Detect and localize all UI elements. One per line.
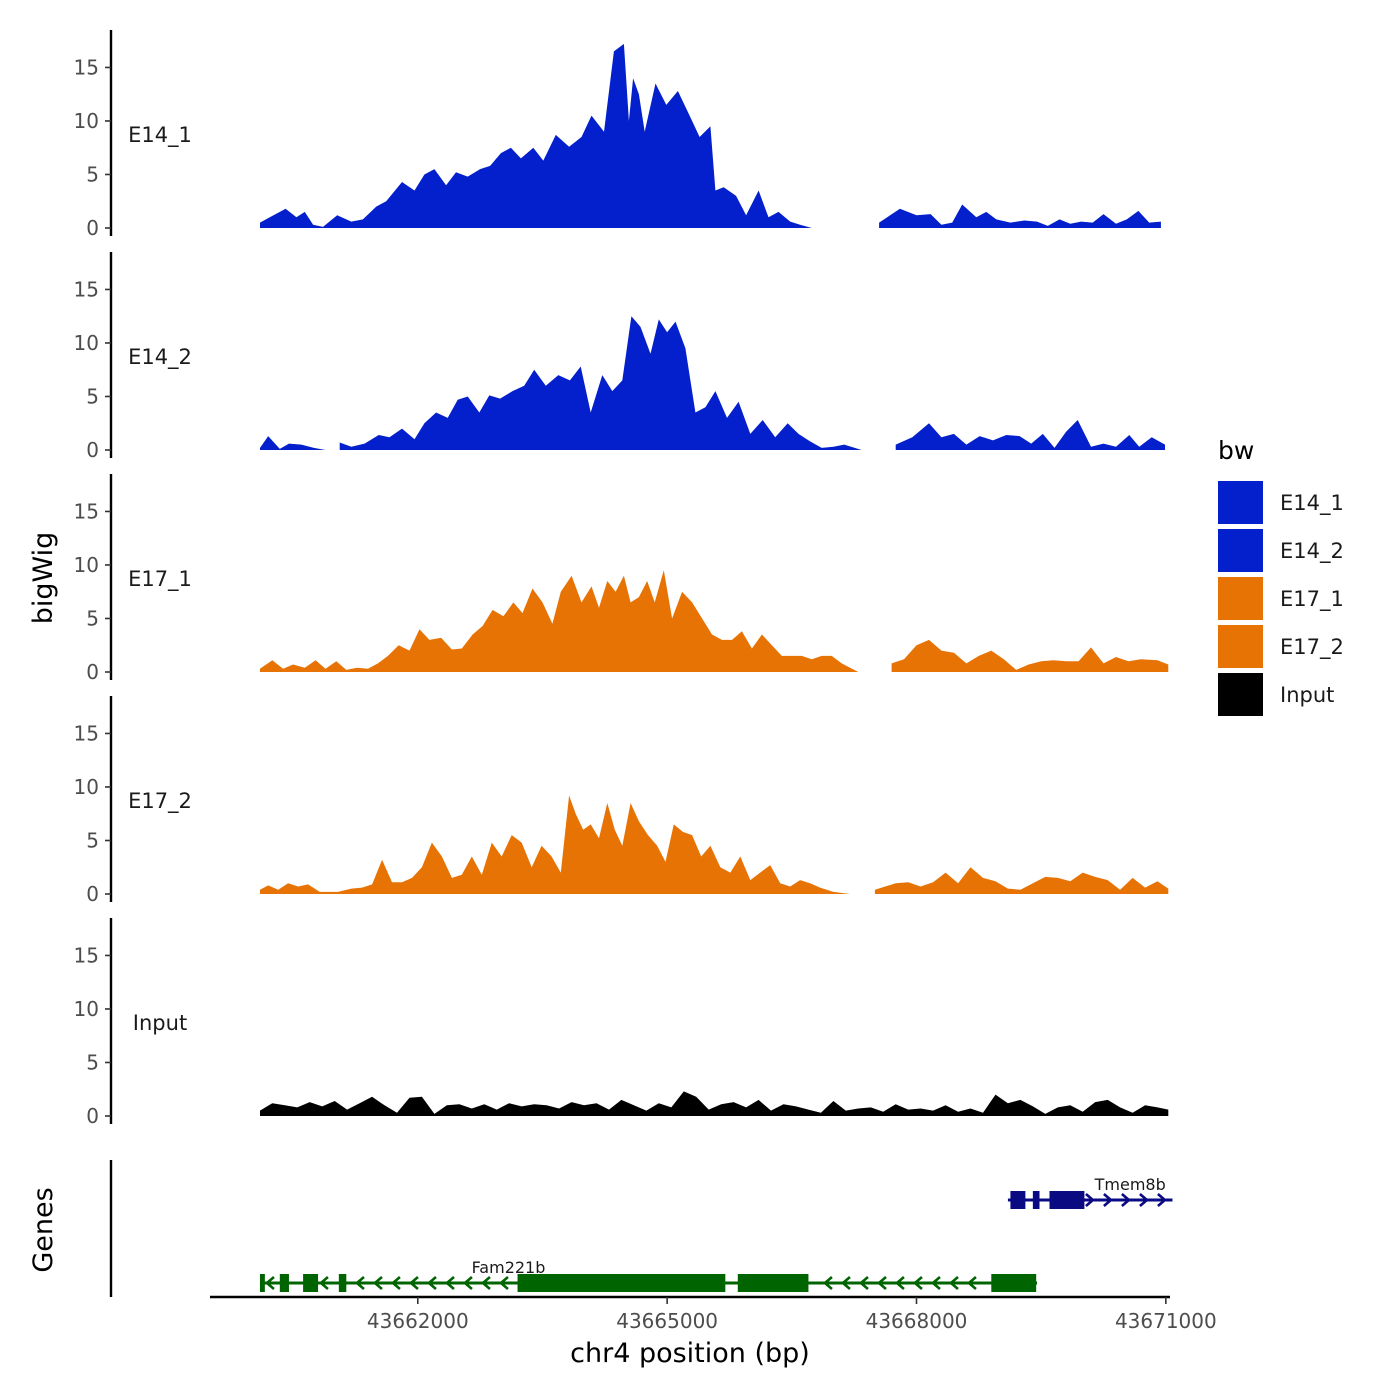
exon xyxy=(737,1274,809,1292)
y-tick-label: 15 xyxy=(74,943,99,967)
y-tick-label: 10 xyxy=(74,109,99,133)
y-tick-label: 15 xyxy=(74,499,99,523)
x-axis-title: chr4 position (bp) xyxy=(570,1338,810,1369)
strand-arrow xyxy=(372,1276,383,1290)
strand-arrow xyxy=(894,1276,905,1290)
strand-arrow xyxy=(1121,1193,1131,1207)
y-tick-label: 10 xyxy=(74,775,99,799)
strand-arrow xyxy=(462,1276,473,1290)
track-label: E14_2 xyxy=(128,345,192,370)
legend-label-E17_1: E17_1 xyxy=(1280,587,1344,612)
exon xyxy=(1010,1191,1026,1209)
x-tick-label: 43665000 xyxy=(616,1309,718,1333)
track-label: E17_1 xyxy=(128,567,192,592)
genes-group: Tmem8b Fam221b xyxy=(109,1160,1173,1297)
y-tick-label: 10 xyxy=(74,331,99,355)
x-tick-label: 43671000 xyxy=(1115,1309,1217,1333)
exon xyxy=(279,1274,289,1292)
y-tick-label: 15 xyxy=(74,721,99,745)
legend: bw E14_1 E14_2 E17_1 E17_2 Input xyxy=(1218,436,1344,716)
y-tick-label: 0 xyxy=(86,1104,99,1128)
strand-arrow xyxy=(912,1276,923,1290)
y-tick-label: 5 xyxy=(86,828,99,852)
genes-axis-title: Genes xyxy=(28,1187,59,1272)
exon xyxy=(303,1274,319,1292)
track-Input: 0 5 10 15 Input xyxy=(74,918,1169,1128)
y-tick-label: 0 xyxy=(86,216,99,240)
strand-arrow xyxy=(318,1276,329,1290)
signal-area-E14_1 xyxy=(260,43,1161,229)
strand-arrow xyxy=(354,1276,365,1290)
strand-arrow xyxy=(390,1276,401,1290)
strand-arrow xyxy=(858,1276,869,1290)
track-E14_1: 0 5 10 15 E14_1 xyxy=(74,30,1161,240)
legend-swatch-E17_1 xyxy=(1218,577,1263,620)
y-tick-label: 10 xyxy=(74,553,99,577)
strand-arrow xyxy=(876,1276,887,1290)
y-tick-label: 0 xyxy=(86,438,99,462)
y-tick-label: 15 xyxy=(74,55,99,79)
track-E17_1: 0 5 10 15 E17_1 xyxy=(74,474,1169,684)
signal-area-Input xyxy=(260,1091,1169,1116)
signal-area-E17_2 xyxy=(260,795,1169,894)
strand-arrow xyxy=(1139,1193,1149,1207)
strand-arrow xyxy=(444,1276,455,1290)
exon xyxy=(1049,1191,1085,1209)
strand-arrow xyxy=(1157,1193,1167,1207)
legend-label-E14_2: E14_2 xyxy=(1280,539,1344,564)
legend-title: bw xyxy=(1218,436,1254,465)
strand-arrow xyxy=(426,1276,437,1290)
strand-arrow xyxy=(840,1276,851,1290)
x-axis: 43662000 43665000 43668000 43671000 xyxy=(210,1295,1217,1333)
y-tick-label: 5 xyxy=(86,384,99,408)
signal-area-E14_2 xyxy=(260,316,1165,450)
strand-arrow xyxy=(930,1276,941,1290)
legend-swatch-E14_1 xyxy=(1218,481,1263,524)
legend-swatch-Input xyxy=(1218,673,1263,716)
track-E17_2: 0 5 10 15 E17_2 xyxy=(74,696,1169,906)
gene-label: Tmem8b xyxy=(1094,1175,1166,1194)
strand-arrow xyxy=(948,1276,959,1290)
gene-Fam221b: Fam221b xyxy=(259,1258,1038,1292)
legend-swatch-E14_2 xyxy=(1218,529,1263,572)
legend-label-Input: Input xyxy=(1280,683,1334,707)
exon xyxy=(991,1274,1037,1292)
strand-arrow xyxy=(1085,1193,1095,1207)
y-tick-label: 5 xyxy=(86,162,99,186)
strand-arrow xyxy=(408,1276,419,1290)
strand-arrow xyxy=(822,1276,833,1290)
exon xyxy=(517,1274,726,1292)
y-tick-label: 5 xyxy=(86,1050,99,1074)
signal-area-E17_1 xyxy=(260,570,1169,672)
strand-arrow xyxy=(264,1276,275,1290)
exon xyxy=(1032,1191,1040,1209)
x-tick-label: 43668000 xyxy=(866,1309,968,1333)
gene-Tmem8b: Tmem8b xyxy=(1007,1175,1173,1209)
tracks-group: 0 5 10 15 E14_1 0 5 10 15 E14_2 0 5 10 15 E17_1 0 5 10 15 E… xyxy=(74,30,1169,1128)
y-tick-label: 5 xyxy=(86,606,99,630)
exon xyxy=(338,1274,347,1292)
strand-arrow xyxy=(1103,1193,1113,1207)
gene-label: Fam221b xyxy=(472,1258,546,1277)
track-label: Input xyxy=(133,1011,187,1035)
legend-label-E14_1: E14_1 xyxy=(1280,491,1344,516)
track-label: E17_2 xyxy=(128,789,192,814)
y-tick-label: 10 xyxy=(74,997,99,1021)
legend-swatch-E17_2 xyxy=(1218,625,1263,668)
strand-arrow xyxy=(966,1276,977,1290)
y-axis-title: bigWig xyxy=(28,532,59,625)
exon xyxy=(259,1274,265,1292)
x-tick-label: 43662000 xyxy=(367,1309,469,1333)
y-tick-label: 0 xyxy=(86,660,99,684)
y-tick-label: 15 xyxy=(74,277,99,301)
track-label: E14_1 xyxy=(128,123,192,148)
track-E14_2: 0 5 10 15 E14_2 xyxy=(74,252,1165,462)
strand-arrow xyxy=(480,1276,491,1290)
legend-label-E17_2: E17_2 xyxy=(1280,635,1344,660)
strand-arrow xyxy=(498,1276,509,1290)
y-tick-label: 0 xyxy=(86,882,99,906)
